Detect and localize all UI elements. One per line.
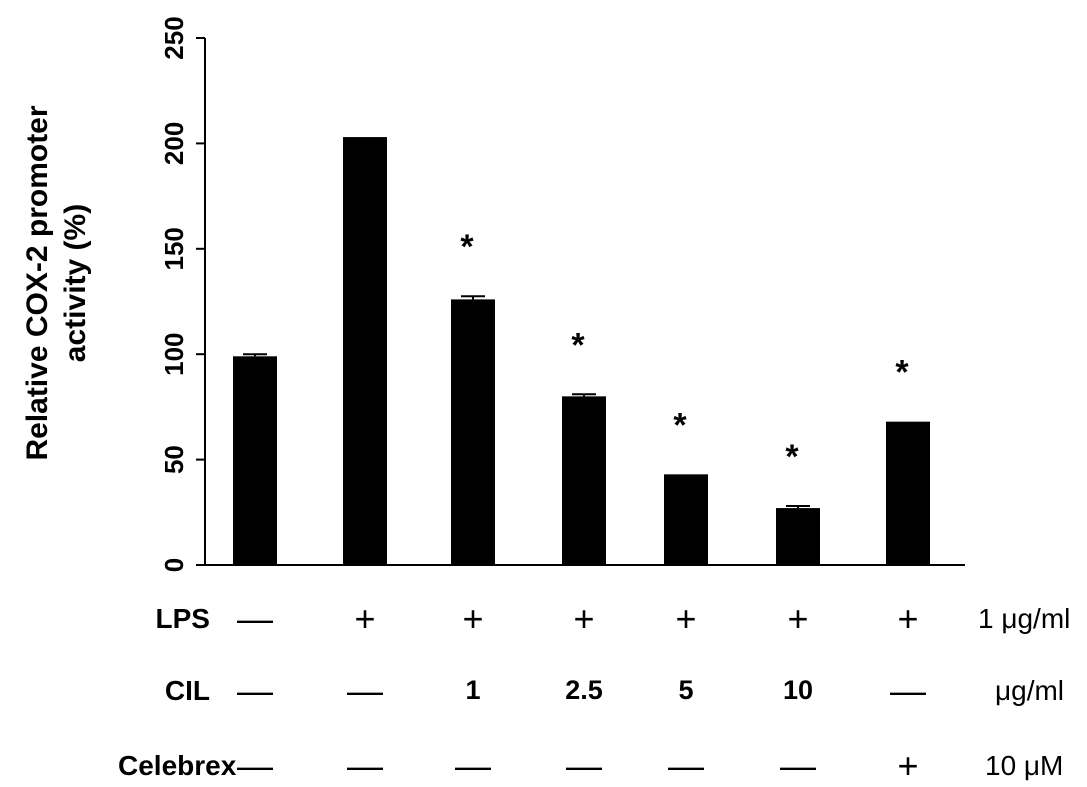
bar (886, 421, 930, 565)
condition-cell: — (347, 670, 383, 711)
condition-cell: 5 (678, 675, 694, 705)
condition-cell: — (237, 745, 273, 786)
significance-marker: * (571, 326, 585, 364)
bar (664, 474, 708, 565)
y-tick-label: 100 (159, 333, 189, 376)
y-tick-label: 150 (159, 227, 189, 270)
significance-marker: * (785, 438, 799, 476)
condition-label-cil: CIL (164, 675, 210, 706)
condition-cell: — (566, 745, 602, 786)
condition-cell: — (780, 745, 816, 786)
condition-cell: + (462, 598, 484, 639)
y-tick-label: 0 (159, 558, 189, 572)
condition-cell: + (354, 598, 376, 639)
y-axis: 0 50 100 150 200 250 (159, 16, 965, 572)
y-tick-label: 50 (159, 445, 189, 474)
condition-label-celebrex: Celebrex (118, 750, 237, 781)
condition-unit: 1 μg/ml (978, 603, 1071, 634)
condition-cell: — (668, 745, 704, 786)
condition-cell: + (897, 598, 919, 639)
condition-cell: + (573, 598, 595, 639)
bar (776, 508, 820, 565)
y-tick-label: 200 (159, 122, 189, 165)
condition-cell: + (675, 598, 697, 639)
condition-cell: 1 (465, 675, 481, 705)
condition-unit: μg/ml (995, 675, 1065, 706)
significance-marker: * (460, 228, 474, 266)
y-axis-label-line2: activity (%) (59, 204, 92, 362)
condition-cell: 10 (782, 675, 814, 705)
condition-cell: + (787, 598, 809, 639)
condition-label-lps: LPS (155, 603, 210, 634)
bar (451, 299, 495, 565)
bar (562, 396, 606, 565)
y-tick-label: 250 (159, 16, 189, 59)
condition-cell: + (897, 745, 919, 786)
condition-cell: — (237, 598, 273, 639)
bar (233, 356, 277, 565)
condition-unit: 10 μM (985, 750, 1064, 781)
condition-cell: 2.5 (565, 675, 603, 705)
condition-cell: — (455, 745, 491, 786)
bar-chart: 0 50 100 150 200 250 * * * * * Relative COX-2 pro… (21, 16, 965, 572)
significance-marker: * (673, 406, 687, 444)
bars-group: * * * * * (233, 137, 930, 566)
condition-cell: — (890, 670, 926, 711)
condition-cell: — (237, 670, 273, 711)
bar (343, 137, 387, 566)
y-axis-label-line1: Relative COX-2 promoter (21, 105, 54, 460)
condition-cell: — (347, 745, 383, 786)
significance-marker: * (895, 354, 909, 392)
